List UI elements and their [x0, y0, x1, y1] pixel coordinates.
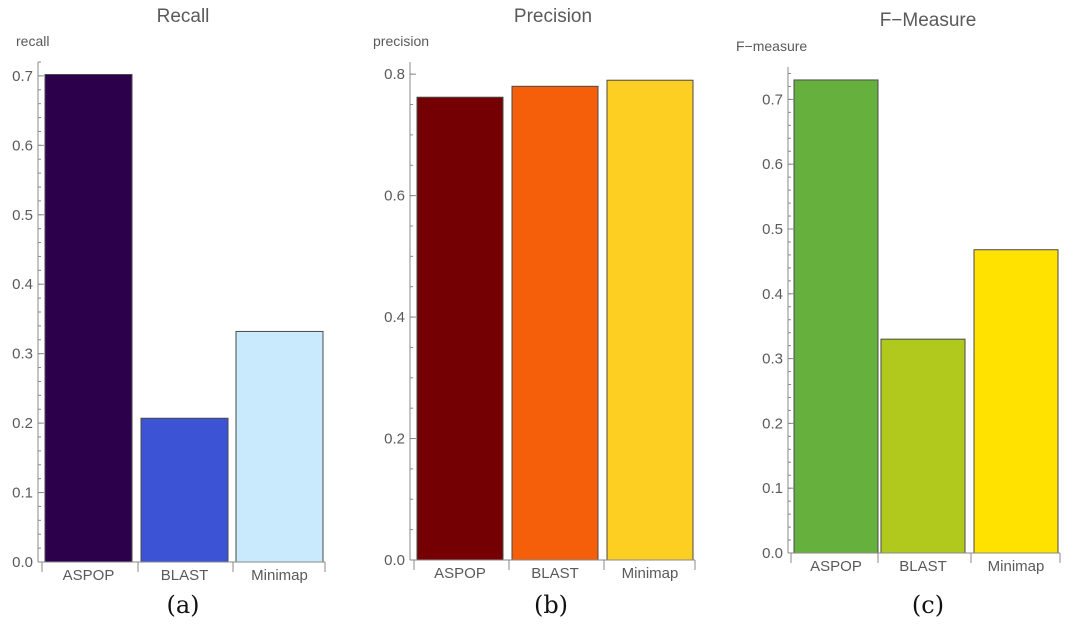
bar-aspop: [44, 74, 133, 563]
y-tick-label: 0.4: [384, 309, 405, 326]
y-tick-label: 0.6: [12, 137, 33, 154]
y-tick-label: 0.3: [12, 346, 33, 363]
y-tick-label: 0.2: [762, 415, 783, 432]
chart-title: F−Measure: [880, 10, 977, 31]
panel-caption: (a): [166, 591, 199, 619]
x-category-label: ASPOP: [434, 565, 486, 582]
y-tick-label: 0.6: [762, 156, 783, 173]
chart-fmeasure: F−Measure F−measure (c) 0.00.10.20.30.40…: [736, 10, 1061, 619]
x-category-label: ASPOP: [810, 558, 862, 575]
bar-minimap: [235, 330, 324, 563]
y-tick-label: 0.2: [12, 415, 33, 432]
y-tick-label: 0.0: [762, 545, 783, 562]
panel-caption: (c): [912, 591, 944, 619]
bar-blast: [511, 85, 599, 561]
y-axis-label: recall: [16, 33, 49, 49]
x-category-label: Minimap: [622, 565, 679, 582]
panel-caption: (b): [534, 591, 568, 619]
chart-recall: Recall recall (a) 0.00.10.20.30.40.50.60…: [12, 6, 326, 619]
chart-title: Recall: [157, 6, 210, 27]
x-category-label: Minimap: [251, 567, 308, 584]
x-category-label: Minimap: [988, 558, 1045, 575]
bar-blast: [880, 338, 966, 554]
bar-minimap: [606, 79, 694, 561]
x-category-label: BLAST: [161, 567, 209, 584]
y-tick-label: 0.7: [12, 68, 33, 85]
y-tick-label: 0.1: [762, 480, 783, 497]
y-tick-label: 0.4: [762, 286, 783, 303]
chart-plot-area: 0.0 0.2 0.4 0.6 0.8 ASPOP BLAST Minimap: [384, 62, 696, 582]
bar-minimap: [973, 249, 1059, 554]
bar-aspop: [793, 79, 879, 554]
x-category-label: ASPOP: [63, 567, 115, 584]
chart-precision: Precision precision (b) 0.0 0.2 0.4 0.6 0.8 A…: [373, 6, 696, 619]
y-tick-label: 0.5: [762, 221, 783, 238]
bar-blast: [140, 417, 229, 563]
y-tick-label: 0.3: [762, 351, 783, 368]
x-category-label: BLAST: [531, 565, 579, 582]
y-tick-label: 0.5: [12, 207, 33, 224]
y-axis-label: precision: [373, 33, 429, 49]
chart-plot-area: 0.0 0.1 0.2 0.3 0.4 0.5 0.6 0.7 ASPOP BLAST Minima…: [762, 67, 1061, 575]
chart-title: Precision: [514, 6, 592, 27]
y-tick-label: 0.8: [384, 66, 405, 83]
y-tick-label: 0.0: [384, 552, 405, 569]
y-tick-label: 0.6: [384, 188, 405, 205]
y-tick-label: 0.7: [762, 91, 783, 108]
y-tick-label: 0.4: [12, 276, 33, 293]
y-tick-label: 0.0: [12, 554, 33, 571]
y-tick-label: 0.1: [12, 485, 33, 502]
y-tick-label: 0.2: [384, 431, 405, 448]
bar-aspop: [416, 96, 504, 561]
y-axis-label: F−measure: [736, 38, 807, 54]
chart-plot-area: 0.0 0.1 0.2 0.3 0.4 0.5 0.6 0.7 ASPOP BLAST Minima…: [12, 61, 326, 584]
x-category-label: BLAST: [899, 558, 947, 575]
